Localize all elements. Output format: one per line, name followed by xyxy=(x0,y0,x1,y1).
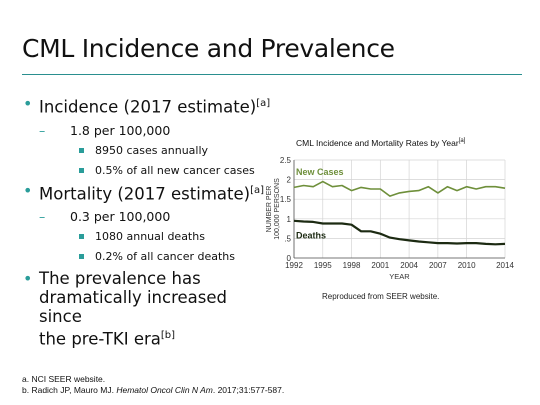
incidence-sub-2: 0.5% of all new cancer cases xyxy=(22,163,272,179)
prevalence-ref: [b] xyxy=(160,330,176,341)
footnotes: a. NCI SEER website. b. Radich JP, Mauro… xyxy=(22,374,284,396)
incidence-label: Incidence (2017 estimate) xyxy=(39,97,257,117)
prevalence-line-1: The prevalence has xyxy=(39,269,201,288)
bullet-dot-icon: • xyxy=(23,94,33,113)
mortality-rate-text: 0.3 per 100,000 xyxy=(70,209,171,224)
y-tick-label: 1.5 xyxy=(280,195,292,204)
prevalence-line-2: dramatically increased since xyxy=(39,288,227,326)
mortality-sub-1: 1080 annual deaths xyxy=(22,229,272,245)
x-tick-label: 2004 xyxy=(400,261,418,270)
footnote-b-journal: Hematol Oncol Clin N Am xyxy=(116,385,213,395)
bullet-incidence: • Incidence (2017 estimate)[a] xyxy=(22,94,272,117)
square-bullet-icon xyxy=(79,147,84,153)
y-tick-label: 2.5 xyxy=(280,156,292,165)
series-label-new-cases: New Cases xyxy=(296,167,344,177)
x-tick-label: 2001 xyxy=(371,261,389,270)
mortality-label: Mortality (2017 estimate) xyxy=(39,184,251,203)
dash-icon: – xyxy=(39,122,46,138)
bullet-dot-icon: • xyxy=(23,180,33,200)
footnote-b-authors: b. Radich JP, Mauro MJ. xyxy=(22,385,117,395)
x-tick-label: 1995 xyxy=(314,261,332,270)
incidence-ref: [a] xyxy=(256,98,271,109)
footnote-b: b. Radich JP, Mauro MJ. Hematol Oncol Cl… xyxy=(22,385,284,396)
x-tick-label: 2014 xyxy=(496,261,514,270)
x-tick-label: 2010 xyxy=(458,261,476,270)
x-axis-label: YEAR xyxy=(389,272,410,281)
series-line-new-cases xyxy=(293,180,506,197)
chart-source-note: Reproduced from SEER website. xyxy=(322,292,440,301)
bullet-prevalence: • The prevalence has dramatically increa… xyxy=(22,269,272,349)
series-label-deaths: Deaths xyxy=(296,230,326,240)
mortality-sub-2: 0.2% of all cancer deaths xyxy=(22,249,272,265)
y-tick-label: .5 xyxy=(284,234,291,243)
square-bullet-icon xyxy=(79,234,84,239)
mortality-sub-1-text: 1080 annual deaths xyxy=(95,230,205,243)
incidence-sub-2-text: 0.5% of all new cancer cases xyxy=(95,163,255,177)
y-axis-label-line-1: NUMBER PER xyxy=(266,186,273,233)
dash-icon: – xyxy=(39,209,46,224)
mortality-sub-2-text: 0.2% of all cancer deaths xyxy=(95,250,235,263)
y-tick-label: 0 xyxy=(287,254,292,263)
chart-title-text: CML Incidence and Mortality Rates by Yea… xyxy=(296,138,459,148)
bullet-dot-icon: • xyxy=(23,269,33,288)
slide-title: CML Incidence and Prevalence xyxy=(22,34,395,63)
series-line-deaths xyxy=(293,219,506,246)
title-divider xyxy=(22,74,522,75)
x-tick-label: 2007 xyxy=(429,261,447,270)
mortality-ref: [a] xyxy=(250,184,264,196)
y-axis-label-line-2: 100,000 PERSONS xyxy=(274,178,281,240)
incidence-sub-1-text: 8950 cases annually xyxy=(95,143,209,157)
footnote-b-citation: . 2017;31:577-587. xyxy=(212,385,285,395)
mortality-rate: – 0.3 per 100,000 xyxy=(22,209,272,225)
square-bullet-icon xyxy=(79,167,84,173)
chart-title-ref: [a] xyxy=(458,138,466,145)
incidence-rate-text: 1.8 per 100,000 xyxy=(70,122,171,138)
x-tick-label: 1998 xyxy=(343,261,361,270)
x-tick-label: 1992 xyxy=(285,261,303,270)
y-tick-label: 2 xyxy=(287,176,292,185)
chart-title: CML Incidence and Mortality Rates by Yea… xyxy=(296,138,465,148)
y-tick-label: 1 xyxy=(287,215,292,224)
prevalence-line-3: the pre-TKI era xyxy=(39,329,161,349)
square-bullet-icon xyxy=(79,254,84,259)
footnote-a: a. NCI SEER website. xyxy=(22,374,106,384)
incidence-rate: – 1.8 per 100,000 xyxy=(22,123,272,139)
bullet-mortality: • Mortality (2017 estimate)[a] xyxy=(22,181,272,204)
incidence-mortality-chart: 0 .5 1 1.5 2 2.5 1992 1995 1998 2001 2004 2007 2010 2… xyxy=(266,156,514,281)
bullet-list: • Incidence (2017 estimate)[a] – 1.8 per… xyxy=(22,92,272,349)
incidence-sub-1: 8950 cases annually xyxy=(22,143,272,159)
